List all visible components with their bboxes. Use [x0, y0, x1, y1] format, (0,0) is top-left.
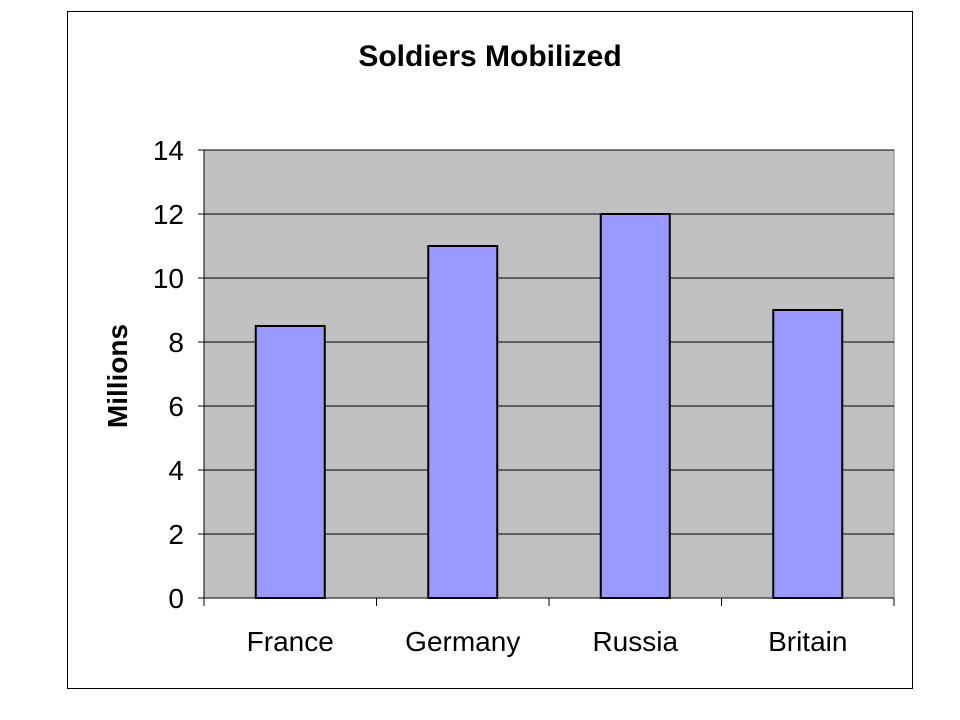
bar: [427, 245, 499, 599]
y-tick-label: 6: [168, 391, 184, 422]
y-tick-label: 0: [168, 583, 184, 614]
x-tick-label: Russia: [592, 626, 678, 657]
y-axis-label: Millions: [102, 324, 133, 428]
x-tick-label: Britain: [768, 626, 847, 657]
bar: [254, 325, 326, 599]
x-axis: France Germany Russia Britain: [203, 597, 895, 657]
bar: [772, 309, 844, 599]
x-tick-label: France: [247, 626, 334, 657]
y-tick-label: 4: [168, 455, 184, 486]
y-tick-label: 14: [153, 135, 184, 166]
y-tick-label: 10: [153, 263, 184, 294]
chart-title: Soldiers Mobilized: [358, 40, 621, 73]
y-tick-label: 2: [168, 519, 184, 550]
y-tick-label: 12: [153, 199, 184, 230]
y-tick-label: 8: [168, 327, 184, 358]
x-tick-label: Germany: [405, 626, 520, 657]
bar: [599, 213, 671, 599]
bars: [254, 213, 844, 599]
y-axis: 0 2 4 6 8 10 12 14: [153, 135, 205, 614]
